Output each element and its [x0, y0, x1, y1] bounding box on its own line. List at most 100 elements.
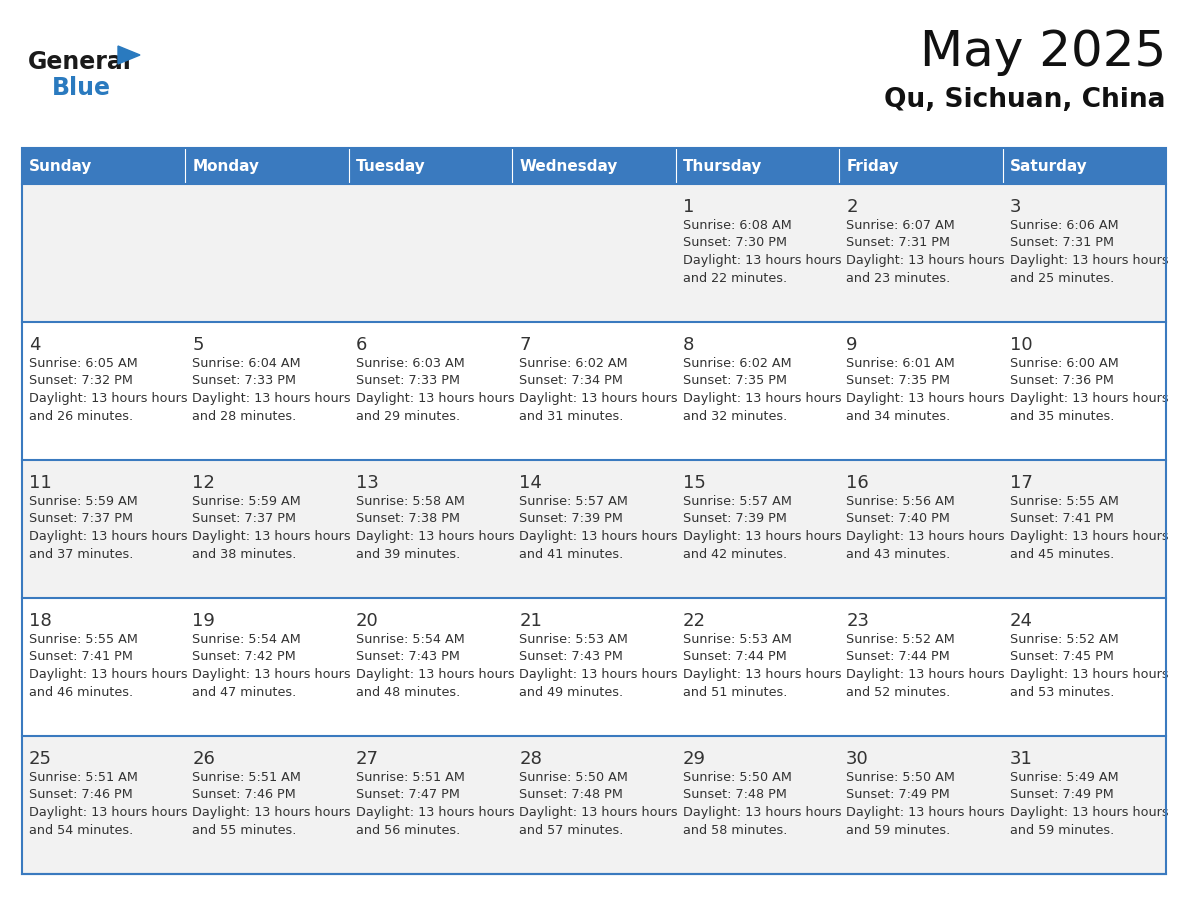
Text: Daylight: 13 hours hours: Daylight: 13 hours hours	[846, 392, 1005, 405]
Text: Sunrise: 5:55 AM: Sunrise: 5:55 AM	[29, 633, 138, 646]
Text: and 42 minutes.: and 42 minutes.	[683, 547, 786, 561]
Text: Daylight: 13 hours hours: Daylight: 13 hours hours	[1010, 392, 1168, 405]
Text: Daylight: 13 hours hours: Daylight: 13 hours hours	[519, 806, 678, 819]
Text: Daylight: 13 hours hours: Daylight: 13 hours hours	[519, 530, 678, 543]
Text: 27: 27	[356, 750, 379, 768]
Text: Daylight: 13 hours hours: Daylight: 13 hours hours	[29, 668, 188, 681]
Text: and 41 minutes.: and 41 minutes.	[519, 547, 624, 561]
Bar	[185, 184, 349, 322]
Text: Sunrise: 5:51 AM: Sunrise: 5:51 AM	[192, 771, 302, 784]
Polygon shape	[118, 46, 140, 64]
Bar	[185, 148, 349, 184]
Text: and 26 minutes.: and 26 minutes.	[29, 409, 133, 422]
Text: and 56 minutes.: and 56 minutes.	[356, 823, 460, 836]
Text: Daylight: 13 hours hours: Daylight: 13 hours hours	[519, 392, 678, 405]
Bar	[23, 736, 185, 874]
Text: and 29 minutes.: and 29 minutes.	[356, 409, 460, 422]
Text: Sunrise: 5:54 AM: Sunrise: 5:54 AM	[356, 633, 465, 646]
Text: and 51 minutes.: and 51 minutes.	[683, 686, 788, 699]
Text: Sunset: 7:34 PM: Sunset: 7:34 PM	[519, 375, 624, 387]
Bar	[839, 184, 1003, 322]
Bar	[512, 322, 676, 460]
Text: 11: 11	[29, 474, 52, 492]
Bar	[839, 736, 1003, 874]
Bar	[23, 184, 185, 322]
Text: Wednesday: Wednesday	[519, 159, 618, 174]
Text: and 34 minutes.: and 34 minutes.	[846, 409, 950, 422]
Text: Sunrise: 5:58 AM: Sunrise: 5:58 AM	[356, 495, 465, 508]
Bar	[349, 460, 512, 598]
Bar	[1003, 184, 1165, 322]
Text: Sunrise: 6:08 AM: Sunrise: 6:08 AM	[683, 219, 791, 232]
Text: Daylight: 13 hours hours: Daylight: 13 hours hours	[846, 806, 1005, 819]
Bar	[512, 184, 676, 322]
Text: and 23 minutes.: and 23 minutes.	[846, 272, 950, 285]
Text: Sunset: 7:43 PM: Sunset: 7:43 PM	[519, 651, 624, 664]
Bar	[1003, 598, 1165, 736]
Text: Sunrise: 6:05 AM: Sunrise: 6:05 AM	[29, 357, 138, 370]
Text: Sunrise: 5:56 AM: Sunrise: 5:56 AM	[846, 495, 955, 508]
Text: Sunrise: 6:00 AM: Sunrise: 6:00 AM	[1010, 357, 1118, 370]
Text: and 54 minutes.: and 54 minutes.	[29, 823, 133, 836]
Text: Saturday: Saturday	[1010, 159, 1087, 174]
Text: Friday: Friday	[846, 159, 899, 174]
Bar	[23, 148, 185, 184]
Text: and 48 minutes.: and 48 minutes.	[356, 686, 460, 699]
Bar	[349, 736, 512, 874]
Text: 18: 18	[29, 612, 52, 630]
Bar	[676, 184, 839, 322]
Text: Thursday: Thursday	[683, 159, 762, 174]
Text: Sunrise: 6:06 AM: Sunrise: 6:06 AM	[1010, 219, 1118, 232]
Text: and 52 minutes.: and 52 minutes.	[846, 686, 950, 699]
Text: 5: 5	[192, 336, 204, 354]
Text: Sunset: 7:48 PM: Sunset: 7:48 PM	[519, 789, 624, 801]
Text: Sunrise: 6:02 AM: Sunrise: 6:02 AM	[683, 357, 791, 370]
Text: Blue: Blue	[52, 76, 110, 100]
Text: Daylight: 13 hours hours: Daylight: 13 hours hours	[1010, 530, 1168, 543]
Text: Sunset: 7:41 PM: Sunset: 7:41 PM	[29, 651, 133, 664]
Text: 7: 7	[519, 336, 531, 354]
Text: Sunrise: 6:02 AM: Sunrise: 6:02 AM	[519, 357, 628, 370]
Text: Daylight: 13 hours hours: Daylight: 13 hours hours	[683, 530, 841, 543]
Bar	[676, 736, 839, 874]
Bar	[349, 322, 512, 460]
Bar	[512, 148, 676, 184]
Text: Sunset: 7:41 PM: Sunset: 7:41 PM	[1010, 512, 1113, 525]
Bar	[349, 148, 512, 184]
Text: Sunset: 7:48 PM: Sunset: 7:48 PM	[683, 789, 786, 801]
Text: 28: 28	[519, 750, 542, 768]
Text: and 47 minutes.: and 47 minutes.	[192, 686, 297, 699]
Text: and 38 minutes.: and 38 minutes.	[192, 547, 297, 561]
Bar	[185, 736, 349, 874]
Text: Sunrise: 5:49 AM: Sunrise: 5:49 AM	[1010, 771, 1118, 784]
Text: Qu, Sichuan, China: Qu, Sichuan, China	[885, 87, 1165, 113]
Bar	[23, 148, 1165, 874]
Text: 16: 16	[846, 474, 868, 492]
Text: Sunset: 7:35 PM: Sunset: 7:35 PM	[846, 375, 950, 387]
Text: and 32 minutes.: and 32 minutes.	[683, 409, 786, 422]
Bar	[676, 598, 839, 736]
Text: Monday: Monday	[192, 159, 259, 174]
Text: Sunrise: 6:01 AM: Sunrise: 6:01 AM	[846, 357, 955, 370]
Text: 22: 22	[683, 612, 706, 630]
Bar	[185, 322, 349, 460]
Bar	[839, 598, 1003, 736]
Text: Sunrise: 5:59 AM: Sunrise: 5:59 AM	[29, 495, 138, 508]
Bar	[1003, 736, 1165, 874]
Text: 12: 12	[192, 474, 215, 492]
Text: Daylight: 13 hours hours: Daylight: 13 hours hours	[192, 392, 350, 405]
Text: Daylight: 13 hours hours: Daylight: 13 hours hours	[683, 254, 841, 267]
Text: 26: 26	[192, 750, 215, 768]
Text: Sunrise: 6:07 AM: Sunrise: 6:07 AM	[846, 219, 955, 232]
Text: 4: 4	[29, 336, 40, 354]
Text: and 45 minutes.: and 45 minutes.	[1010, 547, 1114, 561]
Bar	[1003, 322, 1165, 460]
Text: Daylight: 13 hours hours: Daylight: 13 hours hours	[29, 530, 188, 543]
Text: and 46 minutes.: and 46 minutes.	[29, 686, 133, 699]
Text: 24: 24	[1010, 612, 1032, 630]
Text: and 35 minutes.: and 35 minutes.	[1010, 409, 1114, 422]
Bar	[512, 460, 676, 598]
Text: Daylight: 13 hours hours: Daylight: 13 hours hours	[683, 668, 841, 681]
Text: and 39 minutes.: and 39 minutes.	[356, 547, 460, 561]
Text: Sunrise: 5:57 AM: Sunrise: 5:57 AM	[683, 495, 791, 508]
